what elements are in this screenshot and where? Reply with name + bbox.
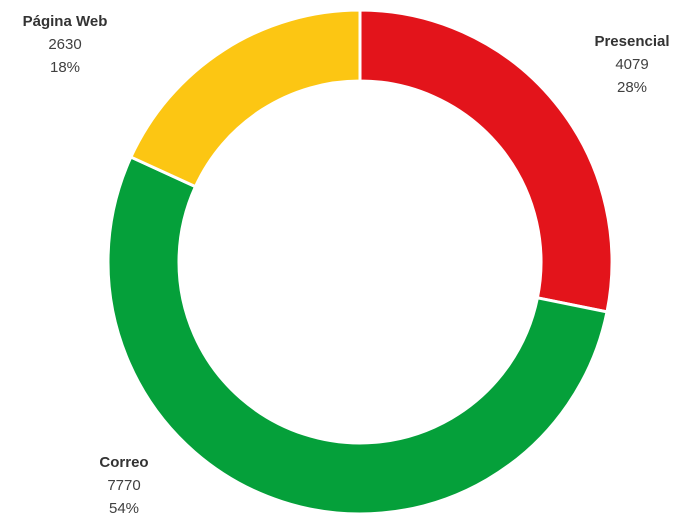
percent-label: 28%: [617, 79, 647, 96]
percent-label: 18%: [50, 59, 80, 76]
donut-segment: [358, 8, 614, 314]
category-label: Correo: [99, 454, 148, 471]
donut-segment: [128, 8, 362, 189]
donut-segment: [106, 155, 609, 516]
category-label: Presencial: [594, 33, 669, 50]
value-label: 2630: [48, 36, 81, 53]
value-label: 4079: [615, 56, 648, 73]
value-label: 7770: [107, 477, 140, 494]
category-label: Página Web: [23, 13, 108, 30]
percent-label: 54%: [109, 500, 139, 517]
